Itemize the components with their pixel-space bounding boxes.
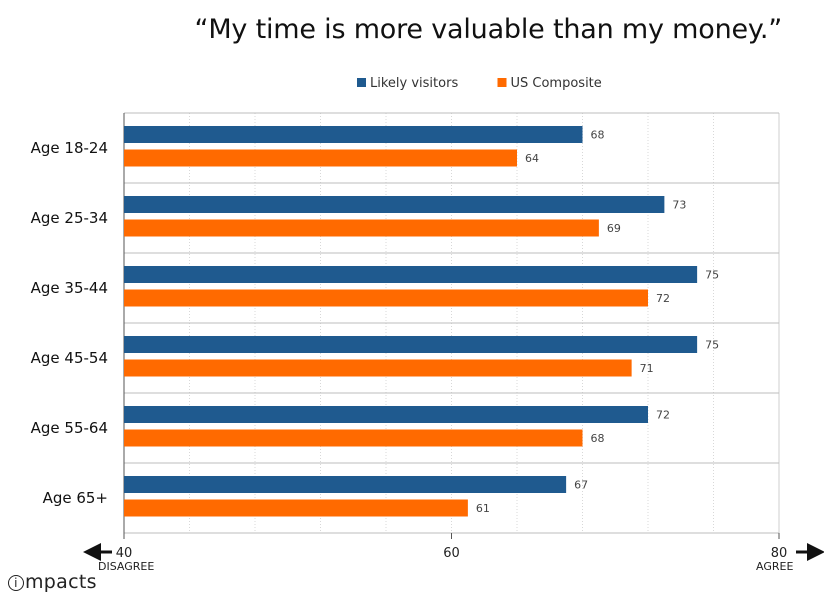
- bar-us-composite: [124, 149, 517, 167]
- impacts-logo: i mpacts: [8, 571, 97, 593]
- bar-us-composite: [124, 219, 599, 237]
- data-label: 68: [591, 129, 605, 142]
- category-label: Age 35-44: [31, 279, 108, 297]
- legend-label: US Composite: [511, 76, 602, 91]
- x-left-label: DISAGREE: [98, 560, 154, 573]
- bar-likely-visitors: [124, 266, 698, 283]
- bar-us-composite: [124, 359, 632, 377]
- legend-swatch: [497, 78, 507, 87]
- data-label: 67: [574, 479, 588, 492]
- data-label: 73: [672, 199, 686, 212]
- bar-us-composite: [124, 429, 583, 447]
- x-tick-label: 60: [443, 546, 460, 561]
- category-label: Age 55-64: [31, 419, 108, 437]
- data-label: 71: [640, 362, 654, 375]
- bar-likely-visitors: [124, 196, 665, 213]
- chart-legend: Likely visitors US Composite: [357, 76, 602, 91]
- category-label: Age 45-54: [31, 349, 108, 367]
- legend-swatch: [357, 78, 366, 87]
- data-label: 75: [705, 339, 719, 352]
- x-tick-label: 80: [771, 546, 788, 561]
- chart-title: “My time is more valuable than my money.…: [194, 14, 783, 45]
- plot-area: Age 18-24 68 64 Age 25-34 73 69 Age 35-44 75 72 A…: [31, 112, 824, 573]
- bar-likely-visitors: [124, 336, 698, 353]
- bar-likely-visitors: [124, 406, 648, 423]
- bar-likely-visitors: [124, 476, 567, 493]
- data-label: 72: [656, 409, 670, 422]
- category-label: Age 18-24: [31, 139, 108, 157]
- data-label: 75: [705, 269, 719, 282]
- data-label: 61: [476, 502, 490, 515]
- bar-likely-visitors: [124, 126, 583, 143]
- data-label: 64: [525, 152, 539, 165]
- x-tick-label: 40: [116, 546, 133, 561]
- x-right-label: AGREE: [756, 560, 793, 573]
- bar-us-composite: [124, 499, 468, 517]
- logo-i-icon: i: [8, 575, 24, 591]
- category-label: Age 25-34: [31, 209, 108, 227]
- legend-label: Likely visitors: [370, 76, 458, 91]
- data-label: 69: [607, 222, 621, 235]
- category-label: Age 65+: [43, 489, 108, 507]
- data-label: 72: [656, 292, 670, 305]
- logo-text: mpacts: [25, 571, 97, 593]
- bar-us-composite: [124, 289, 648, 307]
- data-label: 68: [591, 432, 605, 445]
